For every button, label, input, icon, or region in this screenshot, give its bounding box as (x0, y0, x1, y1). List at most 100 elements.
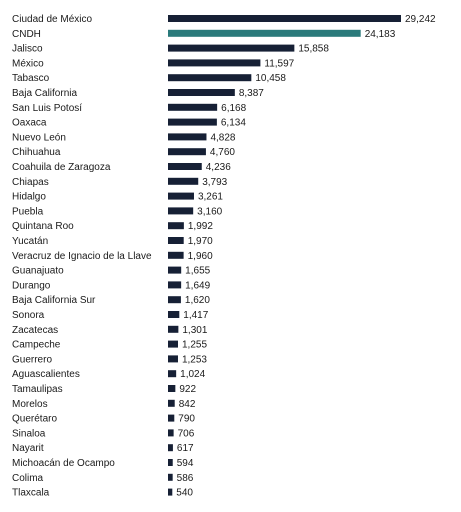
bar-san-luis-potosi (168, 103, 218, 111)
value-label-oaxaca: 6,134 (221, 118, 246, 129)
category-label-veracruz-de-ignacio-de-la-llave: Veracruz de Ignacio de la Llave (12, 251, 152, 262)
value-label-queretaro: 790 (178, 414, 195, 425)
bar-chihuahua (168, 148, 206, 156)
category-label-oaxaca: Oaxaca (12, 118, 47, 129)
value-label-guerrero: 1,253 (182, 354, 207, 365)
category-label-queretaro: Querétaro (12, 414, 57, 425)
category-label-nayarit: Nayarit (12, 443, 44, 454)
category-label-baja-california: Baja California (12, 88, 77, 99)
bar-nayarit (168, 444, 173, 452)
bar-zacatecas (168, 325, 179, 333)
value-label-aguascalientes: 1,024 (180, 369, 205, 380)
value-label-guanajuato: 1,655 (185, 266, 210, 277)
value-labels: 29,242 24,183 15,858 11,597 10,458 8,387 6,168… (176, 14, 436, 499)
bar-colima (168, 473, 173, 481)
bar-yucatan (168, 237, 184, 244)
bars (168, 15, 401, 496)
category-label-sonora: Sonora (12, 310, 45, 321)
bar-oaxaca (168, 118, 217, 126)
value-label-nayarit: 617 (177, 443, 194, 454)
value-label-michoacan-de-ocampo: 594 (177, 458, 194, 469)
bar-tamaulipas (168, 385, 176, 392)
bar-queretaro (168, 414, 175, 422)
bar-puebla (168, 207, 194, 215)
category-label-sinaloa: Sinaloa (12, 428, 46, 439)
bar-aguascalientes (168, 370, 177, 378)
category-label-campeche: Campeche (12, 340, 61, 351)
category-label-morelos: Morelos (12, 399, 48, 410)
bar-baja-california (168, 89, 235, 96)
value-label-coahuila-de-zaragoza: 4,236 (206, 162, 231, 173)
value-label-chiapas: 3,793 (202, 177, 227, 188)
bar-tabasco (168, 74, 252, 82)
value-label-chihuahua: 4,760 (210, 147, 235, 158)
category-label-san-luis-potosi: San Luis Potosí (12, 103, 82, 114)
value-label-sinaloa: 706 (178, 428, 195, 439)
category-label-tabasco: Tabasco (12, 73, 50, 84)
value-label-campeche: 1,255 (182, 340, 207, 351)
category-label-aguascalientes: Aguascalientes (12, 369, 80, 380)
bar-cndh (168, 29, 361, 37)
bar-durango (168, 281, 182, 289)
bar-guanajuato (168, 266, 182, 274)
bar-campeche (168, 340, 178, 348)
category-label-colima: Colima (12, 473, 44, 484)
bar-tlaxcala (168, 488, 173, 496)
value-label-mexico: 11,597 (264, 58, 294, 69)
category-label-michoacan-de-ocampo: Michoacán de Ocampo (12, 458, 115, 469)
value-label-colima: 586 (177, 473, 194, 484)
category-label-nuevo-leon: Nuevo León (12, 132, 66, 143)
bar-sinaloa (168, 429, 174, 437)
value-label-veracruz-de-ignacio-de-la-llave: 1,960 (188, 251, 213, 262)
category-label-yucatan: Yucatán (12, 236, 48, 247)
category-label-chiapas: Chiapas (12, 177, 49, 188)
category-label-ciudad-de-mexico: Ciudad de México (12, 14, 92, 25)
value-label-ciudad-de-mexico: 29,242 (405, 14, 436, 25)
category-label-tamaulipas: Tamaulipas (12, 384, 63, 395)
bar-hidalgo (168, 192, 194, 200)
category-label-chihuahua: Chihuahua (12, 147, 61, 158)
value-label-hidalgo: 3,261 (198, 192, 223, 203)
category-label-cndh: CNDH (12, 29, 41, 40)
bar-guerrero (168, 355, 178, 363)
category-label-jalisco: Jalisco (12, 44, 43, 55)
category-label-quintana-roo: Quintana Roo (12, 221, 74, 232)
value-label-sonora: 1,417 (183, 310, 208, 321)
category-label-durango: Durango (12, 280, 51, 291)
bar-morelos (168, 399, 175, 407)
bar-baja-california-sur (168, 296, 181, 304)
value-label-baja-california: 8,387 (239, 88, 264, 99)
value-label-puebla: 3,160 (197, 206, 222, 217)
value-label-durango: 1,649 (185, 280, 210, 291)
value-label-san-luis-potosi: 6,168 (221, 103, 246, 114)
category-label-mexico: México (12, 58, 44, 69)
value-label-tabasco: 10,458 (255, 73, 286, 84)
category-label-guerrero: Guerrero (12, 354, 52, 365)
bar-michoacan-de-ocampo (168, 459, 173, 466)
bar-mexico (168, 59, 261, 67)
category-labels: Ciudad de México CNDH Jalisco México Tabasco… (12, 14, 152, 499)
bar-quintana-roo (168, 222, 184, 230)
bar-jalisco (168, 44, 295, 52)
bar-chiapas (168, 177, 199, 185)
value-label-yucatan: 1,970 (188, 236, 213, 247)
category-label-guanajuato: Guanajuato (12, 266, 64, 277)
value-label-jalisco: 15,858 (298, 44, 329, 55)
value-label-tlaxcala: 540 (176, 488, 193, 499)
category-label-puebla: Puebla (12, 206, 44, 217)
value-label-tamaulipas: 922 (179, 384, 196, 395)
category-label-baja-california-sur: Baja California Sur (12, 295, 96, 306)
value-label-quintana-roo: 1,992 (188, 221, 213, 232)
bar-ciudad-de-mexico (168, 15, 401, 22)
category-label-tlaxcala: Tlaxcala (12, 488, 50, 499)
bar-nuevo-leon (168, 133, 207, 141)
value-label-morelos: 842 (179, 399, 196, 410)
category-label-zacatecas: Zacatecas (12, 325, 58, 336)
bar-coahuila-de-zaragoza (168, 163, 202, 170)
bar-veracruz-de-ignacio-de-la-llave (168, 251, 184, 259)
value-label-baja-california-sur: 1,620 (185, 295, 210, 306)
bar-sonora (168, 311, 180, 318)
value-label-nuevo-leon: 4,828 (210, 132, 235, 143)
category-label-coahuila-de-zaragoza: Coahuila de Zaragoza (12, 162, 111, 173)
